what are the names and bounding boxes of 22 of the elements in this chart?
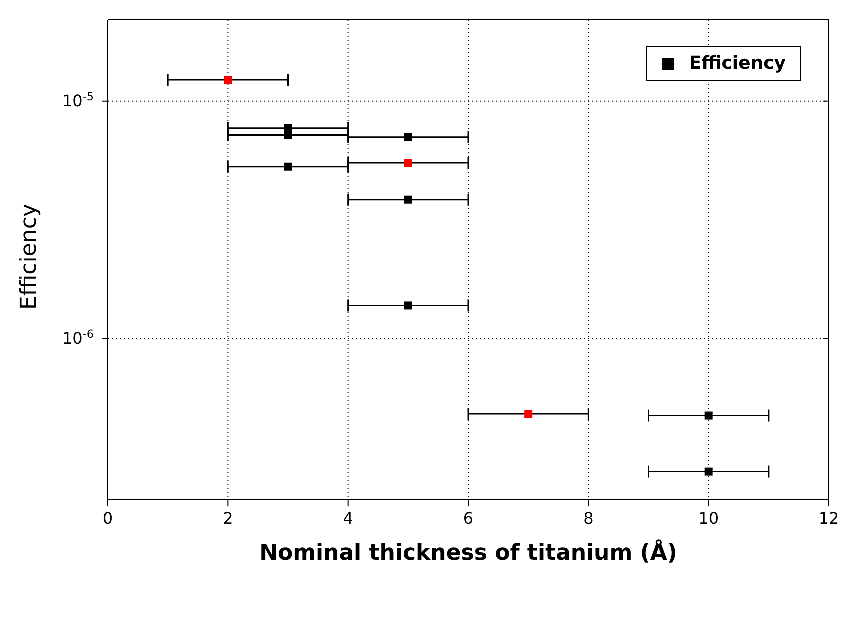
legend-label: Efficiency — [689, 53, 786, 74]
x-tick-label: 12 — [818, 509, 840, 528]
y-axis-title: Efficiency — [16, 204, 42, 310]
x-tick-label: 6 — [463, 509, 474, 528]
x-tick-label: 4 — [343, 509, 354, 528]
y-tick-label: 10$^{-5}$ — [62, 90, 94, 110]
point — [524, 410, 533, 418]
point — [224, 76, 232, 84]
x-axis-title: Nominal thickness of titanium (Å) — [260, 539, 678, 566]
x-tick-label: 0 — [102, 509, 114, 528]
y-tick-label: 10$^{-6}$ — [62, 327, 94, 348]
point — [284, 131, 292, 140]
x-tick-label: 2 — [223, 509, 234, 528]
x-tick-label: 8 — [584, 509, 594, 528]
x-tick-label: 10 — [698, 509, 720, 528]
point — [284, 162, 292, 171]
point — [404, 133, 412, 142]
point — [404, 302, 412, 310]
point — [404, 159, 412, 168]
point — [704, 468, 713, 476]
point — [704, 412, 713, 420]
point — [404, 196, 412, 204]
